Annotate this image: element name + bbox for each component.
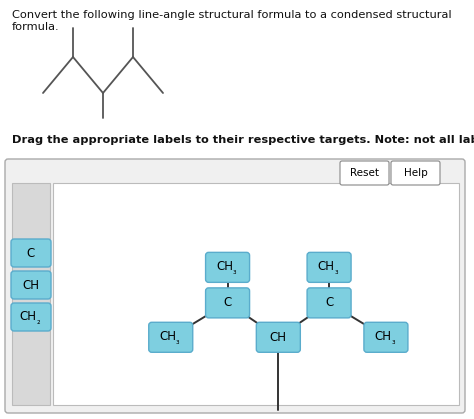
Text: Drag the appropriate labels to their respective targets. Note: not all labels wi: Drag the appropriate labels to their res… <box>12 135 474 145</box>
Text: Help: Help <box>404 168 428 178</box>
Text: ₃: ₃ <box>233 267 237 276</box>
FancyBboxPatch shape <box>11 239 51 267</box>
FancyBboxPatch shape <box>53 183 459 405</box>
Text: Reset: Reset <box>350 168 379 178</box>
FancyBboxPatch shape <box>12 183 50 405</box>
FancyBboxPatch shape <box>256 322 301 352</box>
FancyBboxPatch shape <box>340 161 389 185</box>
Text: ₃: ₃ <box>391 337 395 346</box>
FancyBboxPatch shape <box>364 322 408 352</box>
FancyBboxPatch shape <box>206 252 250 282</box>
Text: C: C <box>223 296 232 309</box>
Text: C: C <box>27 246 35 259</box>
FancyBboxPatch shape <box>5 159 465 413</box>
Text: CH: CH <box>374 330 392 343</box>
FancyBboxPatch shape <box>11 271 51 299</box>
FancyBboxPatch shape <box>206 288 250 318</box>
Text: CH: CH <box>318 260 335 273</box>
Text: C: C <box>325 296 333 309</box>
FancyBboxPatch shape <box>149 322 193 352</box>
FancyBboxPatch shape <box>307 252 351 282</box>
Text: Convert the following line-angle structural formula to a condensed structural fo: Convert the following line-angle structu… <box>12 10 452 31</box>
Text: CH: CH <box>159 330 176 343</box>
Text: CH: CH <box>270 331 287 344</box>
FancyBboxPatch shape <box>11 303 51 331</box>
FancyBboxPatch shape <box>307 288 351 318</box>
Text: ₂: ₂ <box>36 316 40 326</box>
FancyBboxPatch shape <box>391 161 440 185</box>
Text: ₃: ₃ <box>334 267 338 276</box>
Text: CH: CH <box>22 279 39 292</box>
Text: CH: CH <box>216 260 233 273</box>
Text: ₃: ₃ <box>176 337 180 346</box>
Text: CH: CH <box>19 310 36 323</box>
